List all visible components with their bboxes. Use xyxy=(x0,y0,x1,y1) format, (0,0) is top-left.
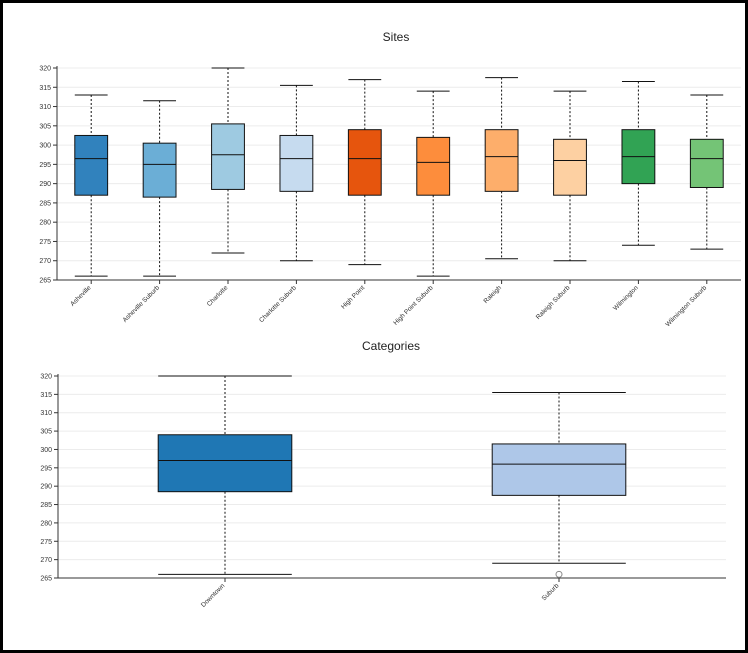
box-asheville xyxy=(74,134,109,196)
x-tick-label: Wilmington xyxy=(612,284,640,312)
y-tick-label: 285 xyxy=(39,200,51,207)
y-tick-label: 295 xyxy=(40,465,52,472)
x-tick-label: Raleigh xyxy=(482,284,503,305)
y-tick-label: 265 xyxy=(40,576,52,583)
x-tick-label: Charlotte xyxy=(206,284,230,308)
outlier-point xyxy=(555,570,563,578)
x-tick-label: Asheville Suburb xyxy=(122,284,162,324)
x-tick-label: Downtown xyxy=(200,582,227,609)
box-charlotte-suburb xyxy=(279,134,314,192)
chart-title: Categories xyxy=(362,339,420,353)
box-high-point xyxy=(347,129,382,196)
box-group-8: Wilmington xyxy=(612,80,656,312)
y-tick-label: 290 xyxy=(39,181,51,188)
y-tick-label: 275 xyxy=(40,539,52,546)
box-high-point-suburb xyxy=(416,136,451,196)
x-tick-label: Raleigh Suburb xyxy=(535,284,572,321)
x-tick-label: Wilmington Suburb xyxy=(664,284,708,328)
y-tick-label: 310 xyxy=(40,410,52,417)
box-raleigh-suburb xyxy=(553,138,587,196)
y-tick-label: 300 xyxy=(39,143,51,150)
y-tick-label: 320 xyxy=(39,66,51,73)
box-asheville-suburb xyxy=(142,142,177,198)
box-group-4: High Point xyxy=(340,79,382,311)
box-group-5: High Point Suburb xyxy=(392,90,451,327)
y-tick-label: 280 xyxy=(39,220,51,227)
box-group-9: Wilmington Suburb xyxy=(664,94,724,328)
box-group-0: Downtown xyxy=(157,375,293,609)
y-tick-label: 315 xyxy=(39,85,51,92)
box-raleigh xyxy=(484,129,519,192)
y-tick-label: 275 xyxy=(39,239,51,246)
box-group-0: Asheville xyxy=(69,94,109,308)
box-group-2: Charlotte xyxy=(206,67,245,308)
y-tick-label: 265 xyxy=(39,278,51,285)
y-tick-label: 310 xyxy=(39,104,51,111)
y-tick-label: 305 xyxy=(40,429,52,436)
chart-1: Categories 265 270 275 280 285 290 295 300 305 310… xyxy=(40,339,726,609)
y-tick-label: 315 xyxy=(40,392,52,399)
box-group-1: Suburb xyxy=(491,392,627,602)
y-tick-label: 285 xyxy=(40,502,52,509)
box-group-3: Charlotte Suburb xyxy=(258,84,314,324)
box-group-1: Asheville Suburb xyxy=(122,100,177,324)
x-tick-label: High Point xyxy=(340,284,366,310)
y-tick-label: 270 xyxy=(39,258,51,265)
x-tick-label: Suburb xyxy=(541,582,561,602)
box-suburb xyxy=(491,443,627,496)
box-charlotte xyxy=(211,123,245,190)
box-downtown xyxy=(157,434,293,493)
y-tick-label: 295 xyxy=(39,162,51,169)
box-wilmington-suburb xyxy=(689,138,724,188)
y-tick-label: 300 xyxy=(40,447,52,454)
y-tick-label: 280 xyxy=(40,520,52,527)
chart-title: Sites xyxy=(383,30,410,44)
x-tick-label: Asheville xyxy=(69,284,93,308)
y-tick-label: 305 xyxy=(39,123,51,130)
box-group-6: Raleigh xyxy=(482,77,519,305)
y-tick-label: 320 xyxy=(40,374,52,381)
y-tick-label: 270 xyxy=(40,557,52,564)
x-tick-label: High Point Suburb xyxy=(392,284,435,327)
x-tick-label: Charlotte Suburb xyxy=(258,284,298,324)
y-tick-label: 290 xyxy=(40,484,52,491)
chart-0: Sites 265 270 275 280 285 290 295 300 305 310 315 32… xyxy=(39,30,741,328)
